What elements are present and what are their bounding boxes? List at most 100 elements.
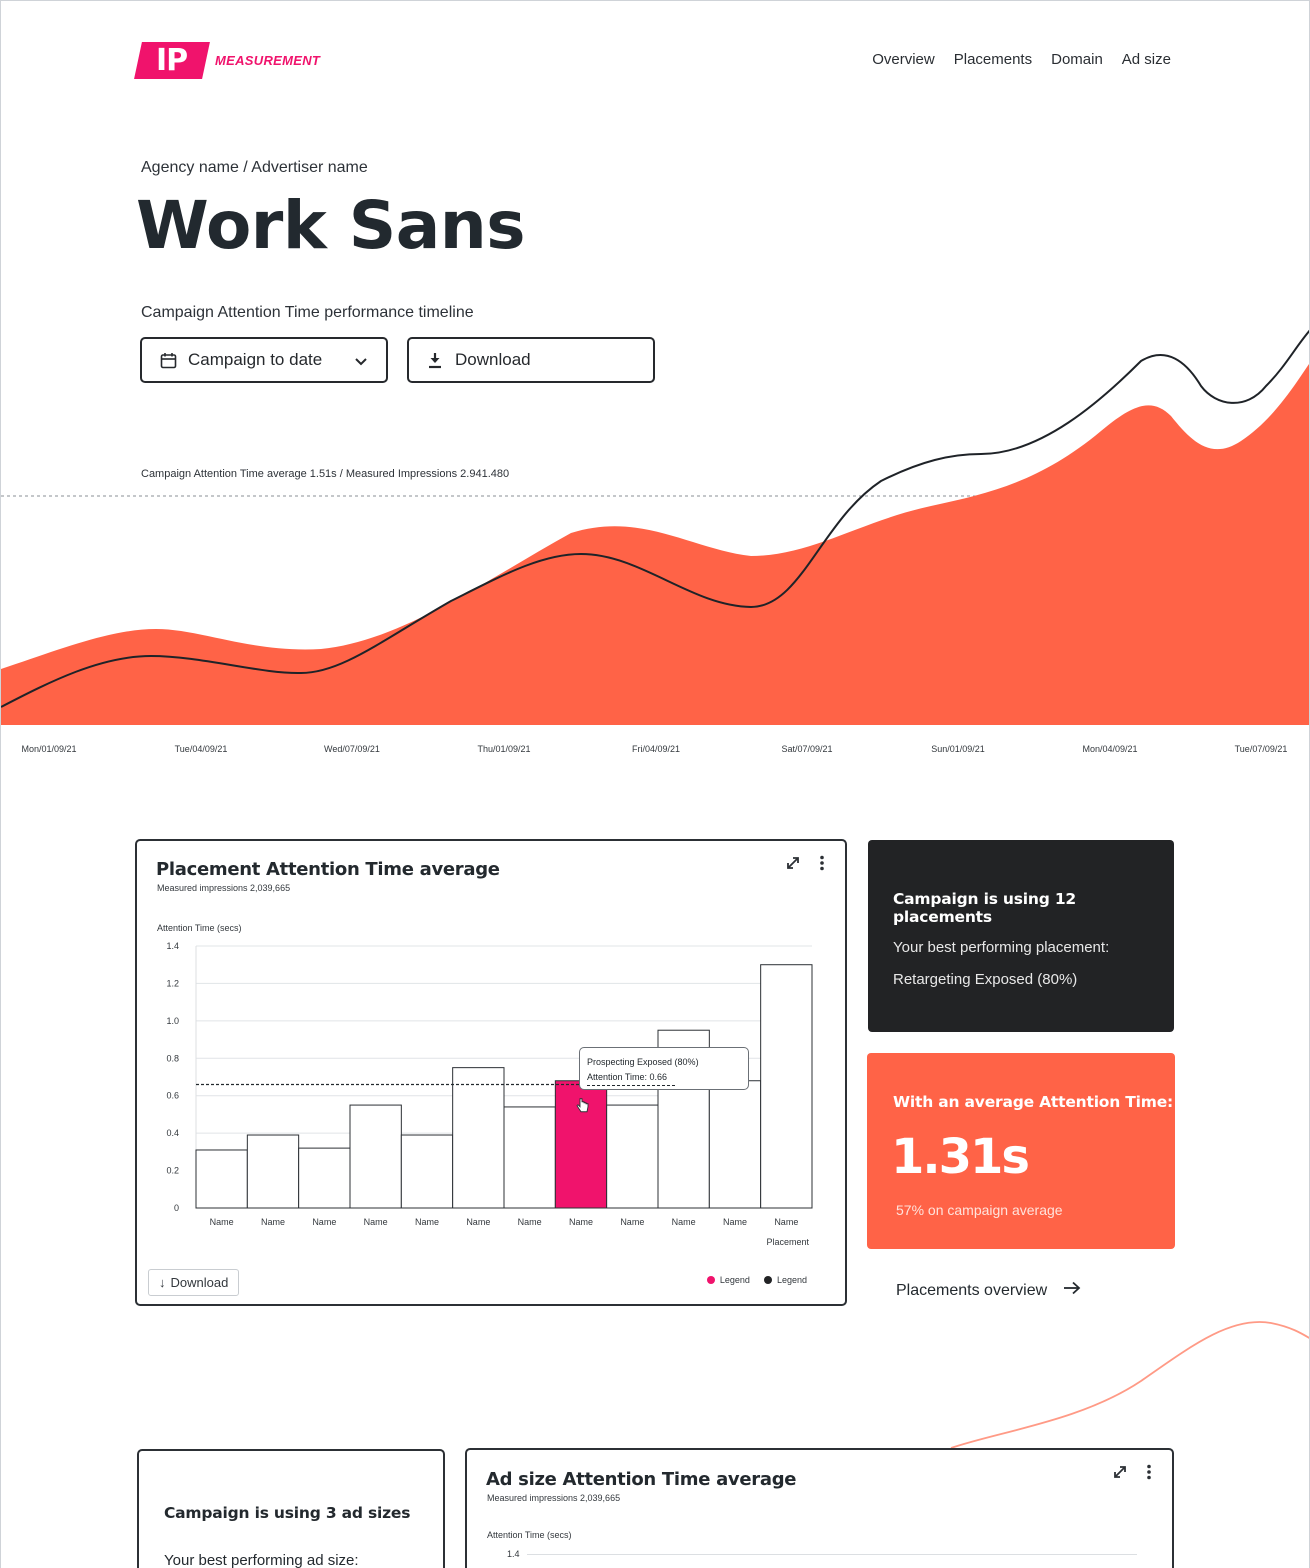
more-vertical-icon[interactable] [819, 855, 825, 871]
y-tick-label: 0.2 [166, 1166, 179, 1176]
placements-summary-heading: Campaign is using 12 placements [893, 890, 1076, 926]
timeline-average-note: Campaign Attention Time average 1.51s / … [141, 468, 510, 480]
bar [452, 1067, 505, 1209]
legend-label: Legend [719, 1275, 750, 1285]
x-tick-label: Name [774, 1217, 798, 1227]
timeline-chart [1, 329, 1309, 725]
bar [708, 1080, 762, 1209]
chart-tooltip: Prospecting Exposed (80%) Attention Time… [579, 1047, 749, 1090]
arrow-right-icon [1063, 1281, 1081, 1300]
x-tick-label: Name [312, 1217, 336, 1227]
x-tick-label: Name [723, 1217, 747, 1227]
legend-label: Legend [776, 1275, 807, 1285]
logo-text: MEASUREMENT [215, 53, 321, 68]
date-tick: Thu/01/09/21 [477, 744, 531, 754]
chevron-down-icon [354, 353, 368, 373]
arrow-down-icon: ↓ [159, 1275, 166, 1290]
chart-legend: Legend Legend [706, 1275, 807, 1285]
tooltip-line-1: Prospecting Exposed (80%) [587, 1057, 699, 1067]
adsize-chart-card: Ad size Attention Time average Measured … [465, 1448, 1174, 1568]
bar [606, 1104, 659, 1209]
bar [760, 964, 813, 1209]
date-tick: Sun/01/09/21 [931, 744, 985, 754]
nav-placements[interactable]: Placements [953, 51, 1033, 68]
main-nav: Overview Placements Domain Ad size [872, 51, 1171, 68]
page-title: Work Sans [136, 187, 526, 264]
timeline-subtitle: Campaign Attention Time performance time… [141, 304, 474, 321]
logo[interactable]: IP MEASUREMENT [134, 42, 321, 79]
logo-mark: IP [134, 42, 210, 79]
bar [195, 1149, 248, 1209]
adsizes-summary-card: Campaign is using 3 ad sizes Your best p… [137, 1449, 445, 1568]
chart-download-label: Download [170, 1275, 229, 1290]
best-adsize-label: Your best performing ad size: [164, 1552, 359, 1568]
timeline-area [1, 363, 1309, 725]
placements-overview-label: Placements overview [896, 1281, 1048, 1299]
best-placement-value: Retargeting Exposed (80%) [893, 971, 1078, 988]
x-tick-label: Name [620, 1217, 644, 1227]
attention-time-panel: With an average Attention Time: 1.31s 57… [867, 1053, 1175, 1249]
hand-cursor-icon [576, 1098, 589, 1113]
adsizes-heading: Campaign is using 3 ad sizes [164, 1504, 411, 1522]
timeline-date-axis: Mon/01/09/21 Tue/04/09/21 Wed/07/09/21 T… [1, 744, 1309, 758]
timeline-line [1, 329, 1309, 708]
date-tick: Wed/07/09/21 [324, 744, 380, 754]
grid-line [527, 1554, 1137, 1555]
x-tick-label: Name [210, 1217, 234, 1227]
attention-time-comparison: 57% on campaign average [896, 1202, 1063, 1218]
date-range-select[interactable]: Campaign to date [140, 337, 388, 383]
attention-time-value: 1.31s [891, 1129, 1030, 1185]
date-range-value: Campaign to date [188, 350, 323, 369]
attention-time-heading: With an average Attention Time: [893, 1093, 1174, 1111]
x-tick-label: Name [364, 1217, 388, 1227]
placements-summary-panel: Campaign is using 12 placements Your bes… [868, 840, 1174, 1032]
bar [400, 1134, 454, 1209]
x-tick-label: Name [261, 1217, 285, 1227]
best-placement-label: Your best performing placement: [893, 939, 1110, 956]
date-tick: Sat/07/09/21 [781, 744, 833, 754]
expand-icon[interactable] [1112, 1464, 1128, 1480]
date-tick: Tue/07/09/21 [1234, 744, 1288, 754]
x-tick-label: Name [518, 1217, 542, 1227]
timeline-download-button[interactable]: Download [407, 337, 655, 383]
download-label: Download [455, 350, 531, 369]
y-tick-label: 0 [174, 1203, 179, 1213]
x-tick-label: Name [466, 1217, 490, 1227]
tooltip-line-2: Attention Time: 0.66 [587, 1070, 676, 1086]
y-tick-label: 0.6 [166, 1091, 179, 1101]
more-vertical-icon[interactable] [1146, 1464, 1152, 1480]
date-tick: Mon/04/09/21 [1082, 744, 1138, 754]
date-tick: Fri/04/09/21 [631, 744, 681, 754]
y-tick-label: 1.0 [166, 1016, 179, 1026]
card-subtitle: Measured impressions 2,039,665 [487, 1493, 621, 1503]
card-subtitle: Measured impressions 2,039,665 [157, 883, 291, 893]
date-tick: Tue/04/09/21 [174, 744, 228, 754]
placement-chart-card: Placement Attention Time average Measure… [135, 839, 847, 1306]
chart-download-button[interactable]: ↓ Download [148, 1269, 240, 1296]
legend-item: Legend [763, 1275, 807, 1285]
x-axis-label: Placement [766, 1237, 809, 1247]
chart-y-axis-label: Attention Time (secs) [487, 1530, 572, 1540]
decorative-curve [950, 1321, 1309, 1449]
legend-item: Legend [706, 1275, 750, 1285]
bar [349, 1104, 402, 1209]
bar [246, 1134, 300, 1209]
y-tick-label: 0.8 [166, 1053, 179, 1063]
x-tick-label: Name [415, 1217, 439, 1227]
chart-y-axis-label: Attention Time (secs) [157, 923, 242, 933]
bar [298, 1147, 351, 1209]
breadcrumb: Agency name / Advertiser name [141, 159, 368, 176]
x-tick-label: Name [569, 1217, 593, 1227]
calendar-icon [159, 351, 177, 369]
placements-overview-link[interactable]: Placements overview [896, 1281, 1081, 1300]
download-icon [426, 351, 444, 369]
expand-icon[interactable] [785, 855, 801, 871]
y-tick-label: 1.2 [166, 978, 179, 988]
nav-ad-size[interactable]: Ad size [1121, 51, 1171, 68]
y-tick-label: 1.4 [166, 941, 179, 951]
y-tick-label: 1.4 [507, 1549, 520, 1559]
nav-overview[interactable]: Overview [872, 51, 935, 68]
y-tick-label: 0.4 [166, 1128, 179, 1138]
nav-domain[interactable]: Domain [1051, 51, 1103, 68]
